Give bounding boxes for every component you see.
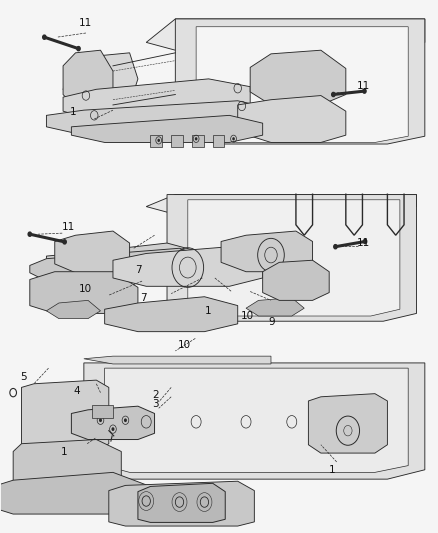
Text: 10: 10 <box>177 340 191 350</box>
Circle shape <box>332 92 335 96</box>
Polygon shape <box>21 380 109 451</box>
Polygon shape <box>30 272 138 313</box>
Polygon shape <box>146 195 417 214</box>
Text: 2: 2 <box>152 390 159 400</box>
Text: 1: 1 <box>205 306 212 316</box>
Text: 1: 1 <box>61 447 67 456</box>
Circle shape <box>363 89 366 93</box>
Text: 10: 10 <box>241 311 254 321</box>
Text: 7: 7 <box>135 265 141 275</box>
Polygon shape <box>63 53 138 105</box>
Text: 11: 11 <box>79 18 92 28</box>
Polygon shape <box>167 195 417 321</box>
Polygon shape <box>175 19 425 144</box>
Polygon shape <box>308 394 387 453</box>
Bar <box>150 135 162 147</box>
Circle shape <box>77 46 80 51</box>
Circle shape <box>195 137 198 141</box>
Polygon shape <box>196 27 408 142</box>
Polygon shape <box>109 481 254 526</box>
Circle shape <box>99 418 102 422</box>
Polygon shape <box>46 243 196 274</box>
Polygon shape <box>113 247 263 286</box>
Bar <box>92 405 113 418</box>
Text: 3: 3 <box>152 399 159 409</box>
Polygon shape <box>71 406 155 440</box>
Text: 7: 7 <box>141 293 147 303</box>
Circle shape <box>42 35 46 39</box>
Polygon shape <box>13 440 121 498</box>
Polygon shape <box>55 231 130 273</box>
Polygon shape <box>46 301 100 319</box>
Circle shape <box>124 418 127 422</box>
Text: 11: 11 <box>357 81 370 91</box>
Circle shape <box>28 232 32 236</box>
Text: 11: 11 <box>62 222 75 232</box>
Polygon shape <box>221 231 313 272</box>
Circle shape <box>111 427 114 431</box>
Polygon shape <box>250 50 346 105</box>
Polygon shape <box>146 19 425 50</box>
Polygon shape <box>246 298 304 316</box>
Text: 9: 9 <box>268 317 275 327</box>
Polygon shape <box>105 368 408 472</box>
Text: 10: 10 <box>79 284 92 294</box>
Text: 4: 4 <box>74 386 81 397</box>
Bar <box>192 135 204 147</box>
Polygon shape <box>263 260 329 301</box>
Text: 1: 1 <box>329 465 336 474</box>
Bar <box>213 135 224 147</box>
Circle shape <box>63 240 66 244</box>
Circle shape <box>232 137 235 141</box>
Polygon shape <box>71 115 263 142</box>
Circle shape <box>334 245 337 249</box>
Text: 5: 5 <box>20 372 27 382</box>
Text: 1: 1 <box>69 107 76 117</box>
Polygon shape <box>0 472 155 514</box>
Polygon shape <box>63 50 113 108</box>
Polygon shape <box>46 101 279 135</box>
Polygon shape <box>188 200 400 316</box>
Polygon shape <box>84 363 425 479</box>
Circle shape <box>157 139 160 142</box>
Polygon shape <box>30 248 205 281</box>
Circle shape <box>364 239 367 244</box>
Polygon shape <box>63 79 250 120</box>
Text: 11: 11 <box>357 238 370 248</box>
Polygon shape <box>238 95 346 142</box>
Bar <box>171 135 183 147</box>
Polygon shape <box>138 483 225 522</box>
Polygon shape <box>84 356 271 364</box>
Polygon shape <box>105 297 238 332</box>
